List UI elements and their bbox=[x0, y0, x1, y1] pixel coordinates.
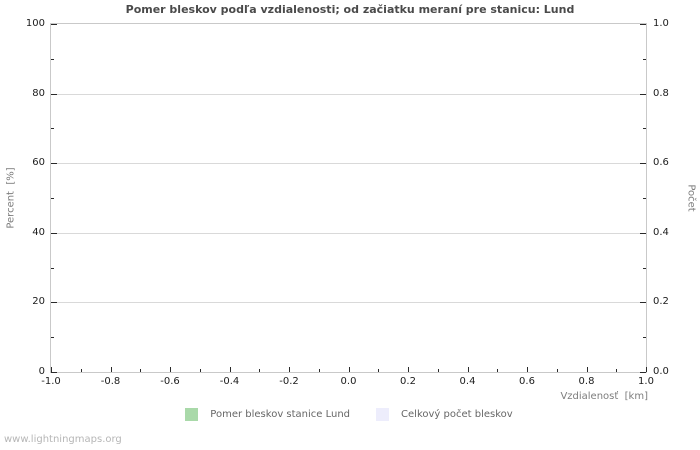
chart-title: Pomer bleskov podľa vzdialenosti; od zač… bbox=[125, 3, 575, 16]
x-major-tick bbox=[527, 367, 528, 372]
x-tick-label: -0.8 bbox=[100, 376, 121, 387]
x-minor-tick bbox=[199, 369, 201, 372]
y-minor-tick-right bbox=[643, 337, 646, 339]
x-major-tick bbox=[170, 367, 171, 372]
y-minor-tick-left bbox=[51, 337, 54, 339]
gridline bbox=[51, 163, 646, 165]
y-major-tick-left bbox=[51, 232, 57, 234]
plot-area bbox=[50, 23, 647, 373]
x-minor-tick bbox=[497, 369, 499, 372]
y-minor-tick-left bbox=[51, 128, 54, 130]
y-minor-tick-left bbox=[51, 198, 54, 199]
y-major-tick-right bbox=[640, 24, 646, 25]
x-minor-tick bbox=[616, 369, 618, 372]
x-minor-tick bbox=[80, 369, 82, 372]
x-major-tick bbox=[646, 367, 647, 372]
x-minor-tick bbox=[437, 369, 439, 372]
y-major-tick-right bbox=[640, 163, 646, 165]
x-major-tick bbox=[289, 367, 290, 372]
y-major-tick-right bbox=[640, 232, 646, 234]
y-tick-label-right: 0.6 bbox=[653, 157, 669, 169]
y-tick-label-left: 20 bbox=[32, 296, 45, 308]
x-tick-label: 0.0 bbox=[340, 376, 357, 387]
y-major-tick-left bbox=[51, 93, 57, 95]
y-minor-tick-left bbox=[51, 267, 54, 269]
y-tick-label-right: 0.4 bbox=[653, 226, 669, 238]
y-axis-label-left: Percent [%] bbox=[5, 167, 17, 229]
x-major-tick bbox=[408, 367, 409, 372]
x-major-tick bbox=[51, 367, 52, 372]
legend-item: Pomer bleskov stanice Lund bbox=[185, 408, 350, 421]
x-tick-label: -1.0 bbox=[41, 376, 61, 387]
y-major-tick-right bbox=[640, 372, 646, 373]
x-minor-tick bbox=[378, 369, 380, 372]
y-tick-label-left: 80 bbox=[32, 87, 45, 99]
x-axis-label: Vzdialenosť [km] bbox=[560, 391, 648, 402]
y-tick-label-left: 60 bbox=[32, 157, 45, 169]
legend-swatch bbox=[376, 408, 390, 421]
y-tick-label-right: 1.0 bbox=[653, 18, 669, 29]
y-major-tick-right bbox=[640, 93, 646, 95]
y-tick-label-left: 40 bbox=[32, 226, 45, 238]
y-major-tick-left bbox=[51, 163, 57, 165]
legend-label: Pomer bleskov stanice Lund bbox=[210, 409, 351, 420]
x-tick-label: 0.8 bbox=[578, 376, 595, 387]
y-minor-tick-right bbox=[643, 267, 646, 269]
y-major-tick-left bbox=[51, 372, 57, 373]
y-tick-label-right: 0.0 bbox=[653, 366, 669, 377]
x-tick-label: 0.2 bbox=[400, 376, 416, 387]
watermark: www.lightningmaps.org bbox=[4, 434, 122, 445]
x-major-tick bbox=[586, 367, 588, 372]
y-tick-label-left: 0 bbox=[38, 366, 45, 377]
gridline bbox=[51, 93, 646, 95]
y-tick-label-right: 0.8 bbox=[653, 87, 669, 99]
y-minor-tick-left bbox=[51, 58, 54, 60]
y-tick-label-right: 0.2 bbox=[653, 296, 669, 308]
y-minor-tick-right bbox=[643, 128, 646, 130]
x-tick-label: 0.4 bbox=[459, 376, 476, 387]
x-tick-label: 0.6 bbox=[519, 376, 535, 387]
x-major-tick bbox=[348, 367, 350, 372]
x-tick-label: 1.0 bbox=[638, 376, 654, 387]
y-major-tick-left bbox=[51, 302, 57, 304]
x-tick-label: -0.2 bbox=[279, 376, 299, 387]
x-major-tick bbox=[110, 367, 112, 372]
y-tick-label-left: 100 bbox=[25, 18, 45, 29]
x-minor-tick bbox=[259, 369, 261, 372]
y-axis-label-right: Počet bbox=[685, 184, 697, 212]
y-minor-tick-right bbox=[643, 198, 646, 199]
x-major-tick bbox=[467, 367, 469, 372]
gridline bbox=[51, 232, 646, 234]
x-tick-label: -0.6 bbox=[160, 376, 180, 387]
legend-item: Celkový počet bleskov bbox=[376, 408, 513, 421]
x-major-tick bbox=[229, 367, 231, 372]
legend-swatch bbox=[185, 408, 199, 421]
x-minor-tick bbox=[140, 369, 142, 372]
x-minor-tick bbox=[318, 369, 320, 372]
x-minor-tick bbox=[556, 369, 558, 372]
y-major-tick-left bbox=[51, 24, 57, 25]
y-major-tick-right bbox=[640, 302, 646, 304]
legend: Pomer bleskov stanice Lund Celkový počet … bbox=[50, 408, 648, 421]
legend-label: Celkový počet bleskov bbox=[401, 409, 513, 420]
gridline bbox=[51, 302, 646, 304]
x-tick-label: -0.4 bbox=[219, 376, 240, 387]
y-minor-tick-right bbox=[643, 58, 646, 60]
